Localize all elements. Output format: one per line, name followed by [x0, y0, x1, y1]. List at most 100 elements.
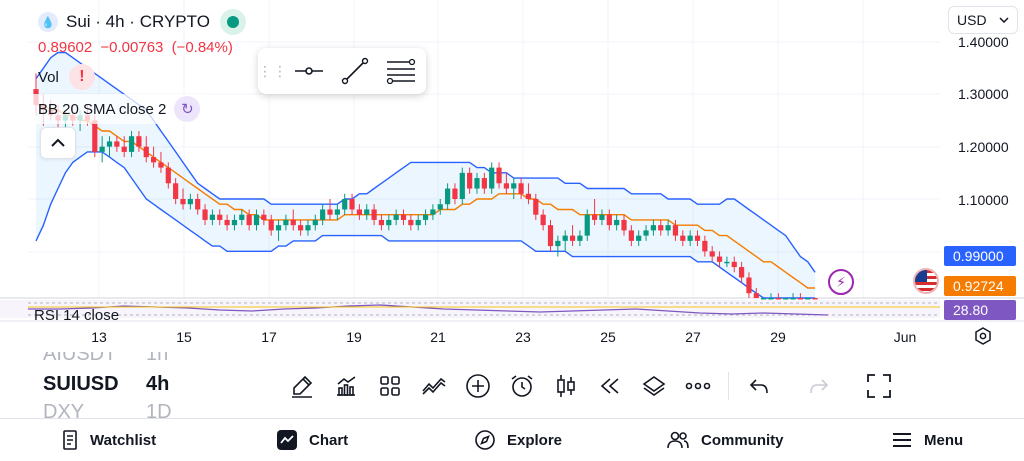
candle-body [540, 214, 546, 226]
candle-body [650, 225, 656, 231]
candle-body [430, 209, 436, 215]
candle-body [261, 214, 267, 220]
nav-watchlist[interactable]: Watchlist [62, 430, 156, 450]
flash-icon[interactable]: ⚡ [826, 268, 856, 296]
compass-icon [475, 430, 495, 450]
candle-body [459, 172, 465, 199]
candle-body [518, 183, 524, 194]
trend-icon[interactable] [412, 366, 456, 406]
drag-handle-icon[interactable]: ⋮⋮ [258, 62, 288, 79]
candle-body [489, 167, 495, 189]
nav-community[interactable]: Community [667, 431, 784, 449]
reload-icon[interactable]: ↻ [174, 96, 201, 122]
volume-label: Vol [38, 68, 59, 86]
chart-toolbar [280, 366, 901, 406]
candle-body [165, 167, 171, 184]
candle-body [797, 298, 803, 300]
candle-body [569, 235, 576, 241]
candle-body [136, 136, 142, 147]
community-icon [667, 431, 689, 449]
candle-body [386, 219, 392, 226]
volume-legend[interactable]: Vol ! [38, 64, 95, 90]
candle-body [672, 225, 679, 236]
candle-body [268, 219, 274, 231]
candle-body [547, 225, 554, 247]
candle-body [173, 183, 179, 199]
drawing-toolbar[interactable]: ⋮⋮ [258, 48, 426, 94]
layouts-icon[interactable] [368, 366, 412, 406]
candle-body [114, 141, 120, 147]
trend-line-tool-icon[interactable] [332, 48, 378, 94]
nav-menu-label: Menu [924, 431, 964, 449]
warning-icon[interactable]: ! [68, 64, 95, 90]
candle-body [525, 193, 532, 199]
chevron-up-icon [51, 138, 65, 147]
add-icon[interactable] [456, 366, 500, 406]
bollinger-legend[interactable]: BB 20 SMA close 2 ↻ [28, 94, 205, 124]
candle-body [584, 214, 590, 236]
candle-body [422, 214, 429, 220]
symbol-carousel[interactable]: AIUSDT 1h SUIUSD 4h DXY 1D [0, 352, 240, 418]
nav-watchlist-label: Watchlist [90, 431, 157, 449]
collapse-legend-button[interactable] [40, 127, 76, 159]
candle-body [783, 298, 789, 300]
currency-select[interactable]: USD [948, 6, 1018, 34]
more-icon[interactable] [676, 366, 720, 406]
undo-icon[interactable] [737, 366, 781, 406]
candle-body [158, 162, 164, 168]
candles-icon[interactable] [544, 366, 588, 406]
candle-body [320, 209, 326, 220]
candle-body [327, 209, 333, 215]
candle-body [231, 219, 238, 226]
candle-body [562, 235, 568, 241]
candle-body [342, 199, 348, 210]
layers-icon[interactable] [632, 366, 676, 406]
symbol-row[interactable]: DXY 1D [43, 401, 172, 418]
nav-menu[interactable]: Menu [892, 432, 963, 449]
brush-icon[interactable] [280, 366, 324, 406]
horizontal-line-tool-icon[interactable] [286, 48, 332, 94]
alarm-icon[interactable] [500, 366, 544, 406]
candle-body [739, 267, 745, 278]
candle-body [275, 225, 282, 231]
candle-body [665, 225, 671, 231]
bollinger-band-fill [36, 52, 816, 298]
bottom-navigation: Watchlist Chart Explore Community Menu [0, 418, 1024, 461]
symbol-interval: 1D [146, 401, 172, 418]
us-flag-icon[interactable] [913, 268, 939, 294]
market-open-icon[interactable] [219, 9, 246, 35]
bb-upper-price-label: 0.99000 [944, 246, 1016, 266]
candle-body [577, 235, 583, 241]
candle-body [790, 298, 796, 300]
candle-body [511, 183, 517, 189]
nav-chart-label: Chart [309, 431, 349, 449]
date-tick: 29 [770, 329, 786, 345]
candle-body [467, 172, 473, 189]
candle-body [283, 219, 289, 226]
nav-chart[interactable]: Chart [277, 430, 348, 450]
candle-body [298, 225, 304, 231]
price-chart[interactable] [0, 0, 1024, 352]
price-tick: 1.40000 [958, 34, 1009, 50]
redo-icon[interactable] [797, 366, 841, 406]
fullscreen-icon[interactable] [857, 366, 901, 406]
rsi-legend[interactable]: RSI 14 close [34, 307, 119, 321]
candle-body [555, 240, 561, 247]
candle-body [761, 298, 767, 300]
candle-body [724, 261, 730, 264]
candle-body [364, 209, 370, 215]
candle-body [606, 214, 612, 226]
chart-area[interactable]: 💧 Sui · 4h · CRYPTO 0.89602 −0.00763 (−0… [0, 0, 1024, 352]
replay-icon[interactable] [588, 366, 632, 406]
candle-body [195, 199, 201, 210]
chart-settings-icon[interactable] [974, 327, 992, 345]
date-tick: 27 [685, 329, 701, 345]
indicators-icon[interactable] [324, 366, 368, 406]
candle-body [92, 120, 98, 152]
fib-tool-icon[interactable] [378, 48, 424, 94]
symbol-header[interactable]: 💧 Sui · 4h · CRYPTO [38, 9, 246, 35]
candle-body [356, 209, 362, 215]
symbol-row-active[interactable]: SUIUSD 4h [43, 373, 169, 396]
nav-explore[interactable]: Explore [475, 430, 562, 450]
symbol-row[interactable]: AIUSDT 1h [43, 352, 168, 366]
